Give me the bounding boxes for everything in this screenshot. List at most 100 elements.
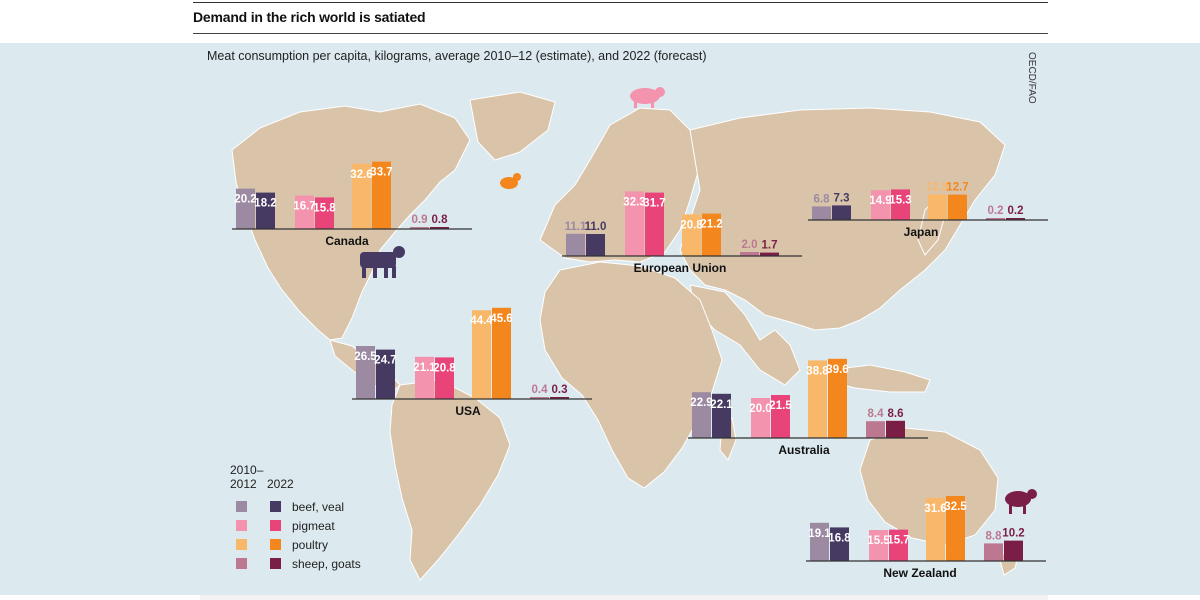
legend-swatch-2022	[270, 501, 281, 512]
sheep-icon	[1005, 489, 1037, 514]
land-north-america	[231, 103, 471, 341]
bar	[472, 310, 491, 399]
bar	[771, 395, 790, 438]
region-label: Australia	[778, 443, 830, 457]
bar	[760, 252, 779, 256]
chart-group: 11.111.0 32.331.7 20.821.2 2.0 1.7 European U…	[562, 191, 802, 275]
bar-value-label: 0.3	[552, 384, 568, 396]
bar	[682, 214, 701, 256]
bar-value-label: 31.6	[924, 503, 946, 515]
bar	[586, 234, 605, 256]
bar-value-label: 2.0	[742, 239, 758, 251]
legend-swatch-2022	[270, 539, 281, 550]
bar	[530, 397, 549, 399]
bar-value-label: 10.2	[1002, 528, 1024, 540]
bar-value-label: 0.9	[412, 214, 428, 226]
land-greenland	[469, 91, 556, 161]
bar	[832, 205, 851, 220]
bar	[1006, 218, 1025, 220]
bar-value-label: 39.6	[826, 364, 848, 376]
bar	[352, 163, 371, 229]
bar	[550, 397, 569, 399]
land-europe	[539, 107, 701, 263]
bar	[256, 192, 275, 229]
bar-value-label: 32.5	[944, 501, 967, 513]
chart-subtitle: Meat consumption per capita, kilograms, …	[207, 49, 707, 63]
bar-value-label: 15.7	[887, 535, 909, 547]
bar-value-label: 31.7	[643, 198, 665, 210]
legend-swatch-2022	[270, 520, 281, 531]
bar-value-label: 16.7	[293, 201, 315, 213]
bar-value-label: 19.1	[808, 528, 831, 540]
bar-value-label: 15.5	[867, 535, 890, 547]
bar-value-label: 26.5	[354, 351, 377, 363]
bar	[356, 346, 375, 399]
bar	[430, 227, 449, 229]
chicken-icon	[500, 173, 521, 189]
bar	[372, 161, 391, 229]
bar	[871, 190, 890, 220]
bar	[625, 191, 644, 256]
cow-icon	[360, 246, 405, 278]
bar	[566, 233, 585, 256]
bar-value-label: 22.1	[710, 399, 733, 411]
bar	[828, 358, 847, 438]
title-rule	[193, 33, 1048, 34]
legend-label: sheep, goats	[292, 557, 361, 571]
bar-value-label: 7.3	[834, 192, 850, 204]
bar	[808, 360, 827, 438]
region-label: New Zealand	[883, 566, 956, 580]
bar	[886, 420, 905, 438]
bar-value-label: 0.4	[532, 384, 549, 396]
bar-value-label: 14.9	[869, 195, 891, 207]
legend-header-2010: 2010– 2012	[230, 463, 264, 491]
world-map	[231, 91, 1021, 581]
bar-value-label: 0.2	[1008, 205, 1024, 217]
bar	[928, 194, 947, 220]
chart-group: 26.524.7 21.120.8 44.445.6 0.4 0.3 USA	[352, 307, 592, 418]
bar	[926, 497, 945, 561]
bar	[315, 197, 334, 229]
bar-value-label: 32.6	[350, 169, 372, 181]
bar	[295, 195, 314, 229]
bar-value-label: 20.8	[433, 362, 456, 374]
legend-label: beef, veal	[292, 500, 345, 514]
top-rule	[193, 2, 1048, 3]
bar	[891, 189, 910, 220]
bar	[866, 421, 885, 438]
bar-value-label: 22.9	[690, 397, 712, 409]
bar	[986, 218, 1005, 220]
region-label: Canada	[325, 234, 369, 248]
bar-value-label: 11.0	[585, 221, 607, 233]
bar	[889, 529, 908, 561]
bar	[435, 357, 454, 399]
bar	[869, 530, 888, 561]
bar	[812, 206, 831, 220]
bar	[984, 543, 1003, 561]
bar-value-label: 44.4	[470, 315, 493, 327]
chart-group: 6.8 7.3 14.915.3 12.812.7 0.2 0.2 Japan	[808, 181, 1048, 239]
bar-value-label: 21.1	[413, 362, 436, 374]
chart-group: 22.922.1 20.021.5 38.839.6 8.4 8.6 Australia	[688, 358, 928, 457]
bar-value-label: 12.8	[926, 181, 949, 193]
bar-value-label: 20.8	[680, 219, 703, 231]
bar-value-label: 11.1	[565, 221, 587, 233]
legend-swatch-2010	[236, 520, 247, 531]
bar-value-label: 1.7	[762, 240, 778, 252]
bar	[830, 527, 849, 561]
bar	[712, 393, 731, 438]
bar-value-label: 15.3	[889, 194, 911, 206]
bar-value-label: 0.8	[432, 214, 449, 226]
legend-header-2022: 2022	[267, 477, 294, 491]
bar	[692, 392, 711, 438]
chart-title: Demand in the rich world is satiated	[193, 9, 426, 25]
bar-value-label: 32.3	[623, 196, 645, 208]
pig-icon	[630, 87, 665, 108]
bar-value-label: 20.2	[234, 194, 256, 206]
bar	[645, 192, 664, 256]
legend-label: pigmeat	[292, 519, 335, 533]
bar	[948, 194, 967, 220]
legend-swatch-2010	[236, 558, 247, 569]
bar-value-label: 38.8	[806, 365, 829, 377]
